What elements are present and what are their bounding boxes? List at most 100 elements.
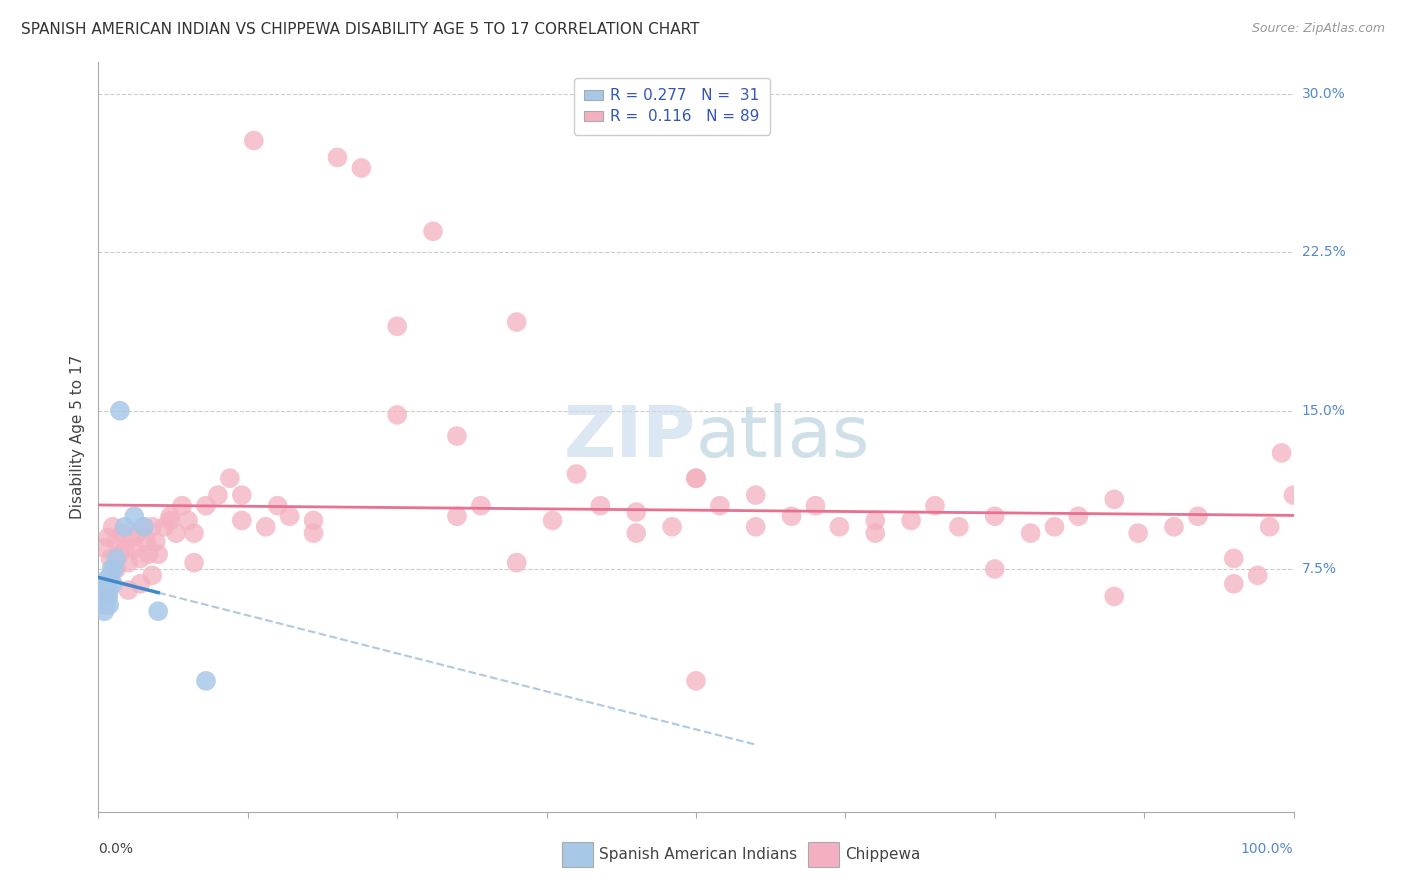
Point (124, 509, 146, 524)
Point (141, 520, 163, 534)
Point (97, 590, 120, 604)
Text: ZIP: ZIP (564, 402, 696, 472)
Point (1104, 590, 1126, 604)
Point (195, 499, 218, 513)
Text: 7.5%: 7.5% (1302, 562, 1337, 576)
Text: Chippewa: Chippewa (845, 847, 921, 862)
Point (91, 593, 114, 607)
Point (661, 520, 683, 534)
Point (135, 534, 157, 549)
Text: 22.5%: 22.5% (1302, 245, 1346, 260)
Point (153, 520, 176, 534)
Point (183, 526, 205, 541)
Point (302, 513, 325, 527)
Point (132, 520, 155, 534)
Point (984, 509, 1007, 524)
Point (745, 488, 768, 502)
Point (93, 587, 115, 601)
Point (97, 530, 120, 544)
Point (94, 590, 117, 604)
Point (709, 499, 731, 513)
Point (105, 534, 128, 549)
Point (129, 551, 152, 566)
Point (138, 547, 160, 561)
Point (745, 520, 768, 534)
Point (685, 471, 707, 485)
Point (91, 593, 114, 607)
Point (148, 547, 170, 561)
Point (195, 673, 218, 688)
Point (1223, 551, 1246, 566)
Point (127, 526, 149, 541)
Point (93, 583, 115, 598)
Point (231, 513, 253, 527)
Point (302, 526, 325, 541)
Text: 30.0%: 30.0% (1302, 87, 1346, 101)
Point (100, 562, 122, 576)
Point (94, 576, 117, 591)
Point (1043, 520, 1066, 534)
Point (243, 134, 266, 148)
Point (207, 488, 229, 502)
Point (183, 556, 205, 570)
Point (93, 598, 115, 612)
Point (589, 499, 612, 513)
Point (900, 513, 922, 527)
Point (506, 556, 529, 570)
Point (105, 551, 128, 566)
Point (124, 541, 146, 555)
Point (101, 576, 124, 591)
Point (254, 520, 277, 534)
Point (159, 509, 181, 524)
Point (148, 604, 170, 618)
Text: 100.0%: 100.0% (1241, 842, 1294, 856)
Point (1223, 576, 1246, 591)
Point (91, 576, 114, 591)
Point (865, 513, 887, 527)
Point (117, 556, 139, 570)
Point (1104, 492, 1126, 507)
Point (93, 604, 115, 618)
Point (1163, 520, 1185, 534)
Point (865, 526, 887, 541)
Point (91, 583, 114, 598)
Point (165, 526, 187, 541)
Point (278, 509, 301, 524)
Y-axis label: Disability Age 5 to 17: Disability Age 5 to 17 (70, 355, 86, 519)
Point (108, 403, 131, 417)
Point (98, 568, 122, 582)
Point (101, 520, 124, 534)
Point (1187, 509, 1209, 524)
Point (91, 590, 114, 604)
Point (111, 526, 134, 541)
Point (1282, 488, 1305, 502)
Point (97, 590, 120, 604)
Point (117, 583, 139, 598)
Point (97, 573, 120, 587)
Point (132, 520, 155, 534)
Point (98, 583, 121, 598)
Point (114, 520, 136, 534)
Point (446, 429, 468, 443)
Point (90, 583, 112, 598)
Point (129, 576, 152, 591)
Point (626, 526, 648, 541)
Point (96, 573, 118, 587)
Point (108, 547, 131, 561)
Point (141, 568, 163, 582)
Point (98, 551, 122, 566)
Point (984, 562, 1007, 576)
Point (626, 505, 648, 519)
Text: Source: ZipAtlas.com: Source: ZipAtlas.com (1251, 22, 1385, 36)
Point (1271, 446, 1294, 460)
Point (1247, 568, 1270, 582)
Point (385, 319, 409, 334)
Point (98, 598, 121, 612)
Point (565, 467, 588, 481)
Point (685, 673, 707, 688)
Point (93, 541, 115, 555)
Point (96, 593, 118, 607)
Point (385, 408, 409, 422)
Point (267, 499, 290, 513)
Point (924, 499, 946, 513)
